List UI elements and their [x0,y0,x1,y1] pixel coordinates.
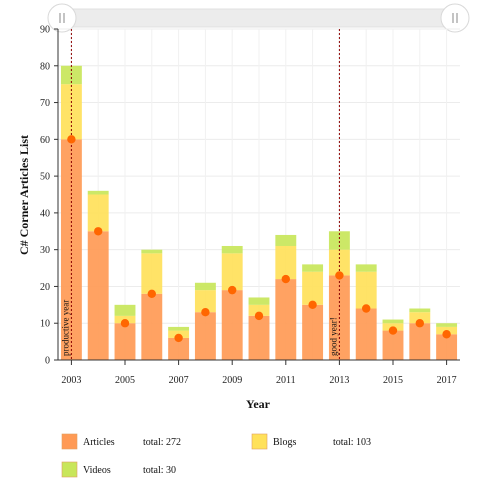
bar-articles-2009[interactable] [221,290,243,360]
legend: Articles total: 272 Blogs total: 103 Videos t… [61,433,371,478]
legend-total: total: 272 [143,437,181,448]
axes: 0 10 20 30 40 50 60 70 80 90 2003 2005 2007 2009 2011 2… [40,25,460,386]
bar-videos-2014[interactable] [355,264,377,272]
point-articles-2009[interactable] [228,285,237,295]
grip-lines-icon [59,13,65,23]
point-articles-2013[interactable] [335,271,344,280]
bar-articles-2015[interactable] [382,330,404,360]
bar-videos-2008[interactable] [194,282,216,291]
y-tick-label: 70 [40,98,50,109]
bar-blogs-2004[interactable] [87,194,109,232]
bar-videos-2005[interactable] [114,304,136,316]
bar-blogs-2012[interactable] [302,271,324,305]
annotations: productive year good year! [60,29,340,360]
legend-item-blogs[interactable]: Blogs total: 103 [251,433,371,450]
y-tick-label: 60 [40,135,50,146]
legend-total: total: 30 [143,465,176,476]
point-articles-2015[interactable] [388,326,398,335]
point-articles-2003[interactable] [67,135,76,144]
y-tick-label: 20 [40,282,50,293]
legend-label: Videos [83,465,111,476]
point-articles-2008[interactable] [201,307,210,317]
y-tick-label: 40 [40,208,50,219]
zoom-handle-left[interactable] [47,3,77,33]
bar-videos-2009[interactable] [221,245,243,254]
bar-videos-2006[interactable] [141,249,163,254]
legend-label: Blogs [273,437,296,448]
bar-blogs-2009[interactable] [221,253,243,291]
y-tick-label: 30 [40,245,50,256]
legend-swatch [61,461,78,478]
zoom-slider[interactable] [47,3,470,33]
x-tick-label: 2003 [61,375,81,386]
bar-videos-2011[interactable] [275,234,297,246]
bar-articles-2014[interactable] [355,308,377,360]
bar-videos-2007[interactable] [168,326,190,331]
x-axis-title: Year [246,397,271,411]
y-axis-title: C# Corner Articles List [17,135,31,255]
articles-points [67,135,451,343]
point-articles-2014[interactable] [362,304,371,313]
point-articles-2012[interactable] [308,300,317,310]
legend-swatch [61,433,78,450]
x-tick-label: 2011 [276,375,296,386]
bar-blogs-2006[interactable] [141,253,163,294]
bar-articles-2004[interactable] [87,231,109,360]
y-tick-label: 50 [40,172,50,183]
legend-label: Articles [83,437,115,448]
bar-blogs-2010[interactable] [248,304,270,316]
point-articles-2006[interactable] [147,289,156,298]
bar-blogs-2011[interactable] [275,245,297,280]
x-tick-label: 2007 [169,375,189,386]
zoom-track[interactable] [59,8,457,28]
bar-articles-2017[interactable] [436,334,458,360]
bar-videos-2016[interactable] [409,308,431,313]
point-articles-2010[interactable] [254,311,264,321]
point-articles-2016[interactable] [415,319,424,328]
bar-videos-2012[interactable] [302,264,324,272]
bars [60,65,458,360]
annotation-label-1: good year! [328,317,338,356]
zoom-handle-right[interactable] [440,3,470,33]
bar-articles-2011[interactable] [275,279,297,360]
annotation-label-0: productive year [60,300,70,356]
x-tick-label: 2015 [383,375,403,386]
bar-blogs-2016[interactable] [409,312,431,324]
bar-articles-2012[interactable] [302,304,324,360]
point-articles-2007[interactable] [174,333,183,343]
point-articles-2004[interactable] [94,227,103,236]
x-tick-label: 2017 [437,375,457,386]
bar-blogs-2003[interactable] [60,84,82,140]
legend-swatch [251,433,268,450]
bar-videos-2015[interactable] [382,319,404,324]
bar-videos-2017[interactable] [436,323,458,327]
x-tick-label: 2009 [222,375,242,386]
y-tick-label: 10 [40,319,50,330]
bar-articles-2010[interactable] [248,315,270,360]
bar-videos-2004[interactable] [87,190,109,195]
x-tick-label: 2013 [329,375,349,386]
bar-articles-2006[interactable] [141,293,163,360]
bar-articles-2007[interactable] [168,337,190,360]
bar-blogs-2008[interactable] [194,290,216,313]
bar-articles-2005[interactable] [114,323,136,360]
grip-lines-icon [452,13,458,23]
y-tick-label: 90 [40,25,50,36]
bar-blogs-2014[interactable] [355,271,377,309]
point-articles-2005[interactable] [120,319,130,328]
legend-item-articles[interactable]: Articles total: 272 [61,433,181,450]
y-tick-label: 80 [40,61,50,72]
legend-item-videos[interactable]: Videos total: 30 [61,461,176,478]
point-articles-2017[interactable] [442,330,451,339]
bar-articles-2016[interactable] [409,323,431,360]
x-tick-label: 2005 [115,375,135,386]
y-tick-label: 0 [45,356,50,367]
bar-videos-2013[interactable] [328,231,350,250]
bar-articles-2008[interactable] [194,312,216,360]
point-articles-2011[interactable] [281,274,290,284]
legend-total: total: 103 [333,437,371,448]
bar-videos-2010[interactable] [248,297,270,305]
